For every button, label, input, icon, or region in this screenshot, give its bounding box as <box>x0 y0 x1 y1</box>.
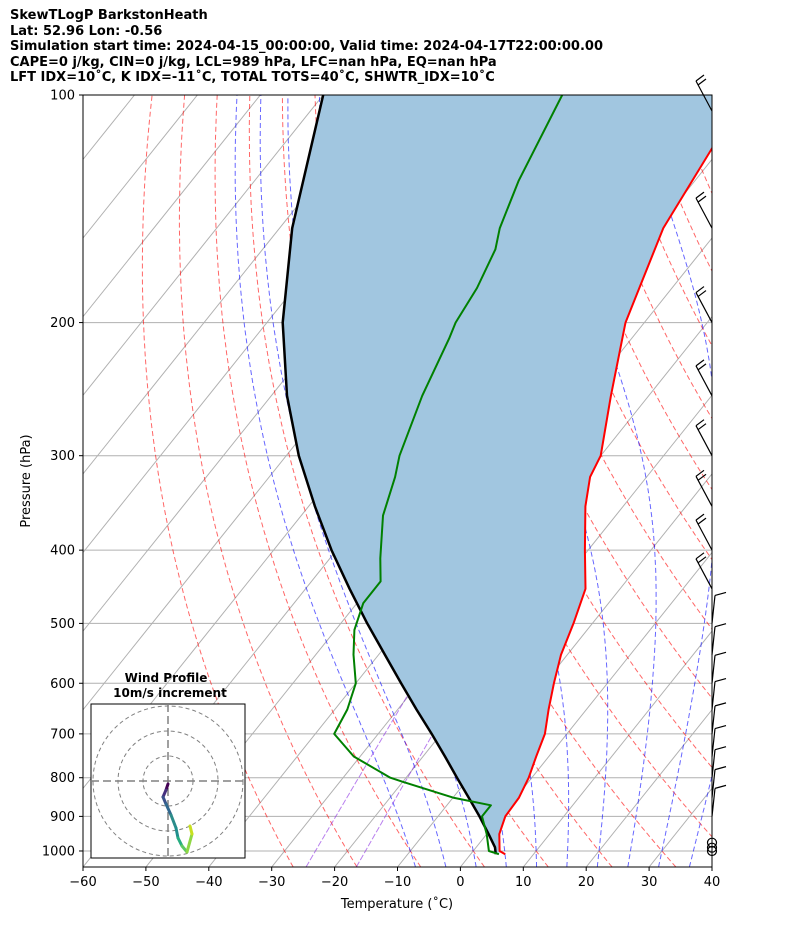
moist-adiabat <box>259 95 447 867</box>
dry-adiabat <box>214 95 422 867</box>
x-tick-label: −60 <box>69 875 96 890</box>
isotherm <box>83 95 324 397</box>
x-axis-ticks: −60 −50 −40 −30 −20 −10 0 10 20 30 40 <box>69 867 720 890</box>
indices-text-2: LFT IDX=10˚C, K IDX=-11˚C, TOTAL TOTS=40… <box>10 70 495 86</box>
wind-barb <box>711 651 727 684</box>
inset-title: Wind Profile <box>125 671 208 685</box>
chart-title: SkewTLogP BarkstonHeath <box>10 8 208 23</box>
y-axis-ticks: 100 200 300 400 500 600 700 800 900 1000 <box>42 89 83 859</box>
dry-adiabat <box>575 95 712 420</box>
dry-adiabat <box>771 95 794 867</box>
hodograph-segment <box>185 832 194 854</box>
isotherm <box>83 95 387 475</box>
x-tick-label: −30 <box>258 875 285 890</box>
y-tick-label: 900 <box>50 810 75 825</box>
wind-barb <box>695 359 713 397</box>
x-tick-label: −50 <box>132 875 159 890</box>
isotherm <box>83 95 198 239</box>
dry-adiabat <box>248 95 485 867</box>
moist-adiabat <box>688 774 712 867</box>
x-tick-label: −10 <box>384 875 411 890</box>
y-axis-label: Pressure (hPa) <box>19 434 34 527</box>
hodograph-segment <box>174 826 180 840</box>
wind-profile-inset: Wind Profile 10m/s increment <box>90 671 246 859</box>
hodograph-segment <box>169 813 178 830</box>
wind-barb <box>711 784 727 817</box>
wind-barb <box>695 286 713 323</box>
x-tick-label: 30 <box>641 875 658 890</box>
calm-wind-circle <box>706 837 718 848</box>
isotherm <box>460 551 712 867</box>
wind-barb <box>711 591 727 624</box>
y-tick-label: 600 <box>50 677 75 692</box>
calm-wind-circle <box>706 845 718 857</box>
y-tick-label: 800 <box>50 771 75 786</box>
location-text: Lat: 52.96 Lon: -0.56 <box>10 23 163 39</box>
moist-adiabat <box>534 95 657 867</box>
y-tick-label: 500 <box>50 617 75 632</box>
chart-header: SkewTLogP BarkstonHeath Lat: 52.96 Lon: … <box>10 8 603 86</box>
wind-barb <box>711 623 727 655</box>
dry-adiabat <box>705 95 712 113</box>
mixing-ratio-line <box>355 683 463 867</box>
wind-barb <box>695 552 713 590</box>
mixing-ratio-line <box>305 683 416 867</box>
wind-barb <box>711 724 727 757</box>
x-tick-label: −40 <box>195 875 222 890</box>
wind-barb <box>695 74 713 112</box>
wind-barb <box>695 419 713 456</box>
x-tick-label: 10 <box>515 875 532 890</box>
wind-barb <box>711 766 727 798</box>
moist-adiabat <box>234 95 416 867</box>
x-axis-label: Temperature (˚C) <box>340 896 453 912</box>
isotherm <box>711 866 712 867</box>
x-tick-label: 40 <box>704 875 721 890</box>
wind-barb <box>711 746 727 778</box>
moist-adiabat <box>633 95 712 867</box>
y-tick-label: 200 <box>50 316 75 331</box>
y-tick-label: 100 <box>50 89 75 104</box>
inset-subtitle: 10m/s increment <box>113 686 227 700</box>
hodograph-segment <box>188 824 194 836</box>
isotherm <box>83 95 261 318</box>
temperature-line <box>498 146 712 856</box>
y-tick-label: 700 <box>50 727 75 742</box>
wind-barb <box>695 469 713 507</box>
dry-adiabat <box>739 95 794 867</box>
hodograph-segment <box>164 802 173 817</box>
isotherm <box>522 630 712 867</box>
x-tick-label: 20 <box>578 875 595 890</box>
time-text: Simulation start time: 2024-04-15_00:00:… <box>10 39 603 55</box>
moist-adiabat <box>720 95 794 867</box>
dry-adiabat <box>178 95 358 867</box>
dewpoint-line <box>333 95 564 856</box>
isotherm <box>0 95 72 867</box>
wind-barb <box>711 702 727 734</box>
isotherm <box>585 708 712 867</box>
wind-barbs <box>695 74 727 857</box>
calm-wind-circle <box>706 842 718 853</box>
moist-adiabat <box>752 95 794 867</box>
x-tick-label: 0 <box>456 875 464 890</box>
dry-adiabat <box>141 95 294 867</box>
wind-barb <box>695 513 713 551</box>
x-tick-label: −20 <box>321 875 348 890</box>
dry-adiabat <box>672 95 712 195</box>
wind-barb <box>695 191 713 229</box>
indices-text-1: CAPE=0 j/kg, CIN=0 j/kg, LCL=989 hPa, LF… <box>10 54 497 70</box>
y-tick-label: 400 <box>50 544 75 559</box>
y-tick-label: 1000 <box>42 844 75 859</box>
y-tick-label: 300 <box>50 449 75 464</box>
parcel-profile-line <box>281 95 498 855</box>
wind-barb <box>711 677 727 710</box>
profile-lines <box>281 95 712 856</box>
dry-adiabat <box>542 95 712 491</box>
